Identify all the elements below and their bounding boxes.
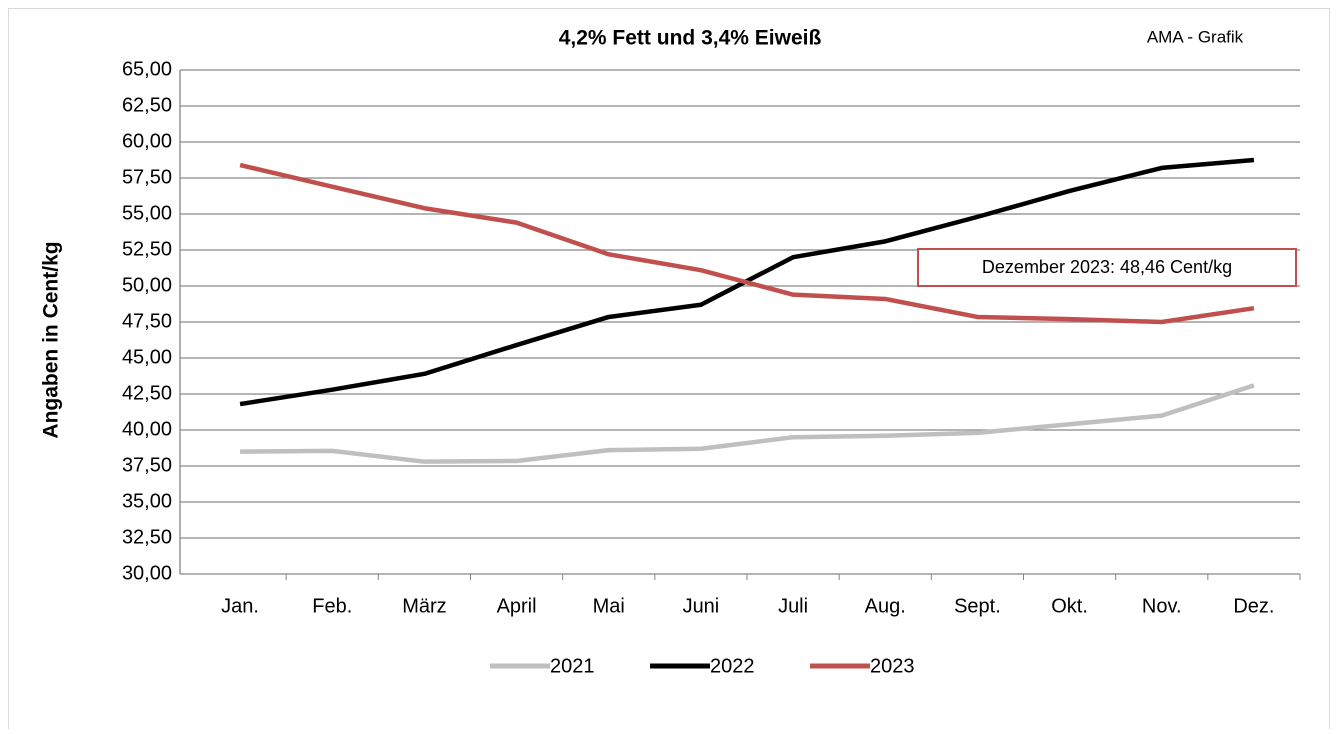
x-tick-label: Feb.	[312, 595, 352, 617]
y-tick-label: 42,50	[122, 382, 172, 404]
y-tick-label: 60,00	[122, 130, 172, 152]
x-tick-label: Sept.	[954, 595, 1001, 617]
chart-title: 4,2% Fett und 3,4% Eiweiß	[559, 27, 822, 50]
x-tick-label: Juli	[778, 595, 808, 617]
y-tick-label: 57,50	[122, 166, 172, 188]
y-tick-label: 35,00	[122, 490, 172, 512]
legend-label: 2023	[870, 655, 915, 677]
source-label: AMA - Grafik	[1147, 27, 1244, 46]
legend-label: 2021	[550, 655, 595, 677]
y-axis-label: Angaben in Cent/kg	[40, 241, 63, 438]
y-tick-label: 37,50	[122, 454, 172, 476]
y-tick-label: 50,00	[122, 274, 172, 296]
x-tick-label: Aug.	[865, 595, 906, 617]
y-tick-label: 55,00	[122, 202, 172, 224]
x-tick-label: April	[497, 595, 537, 617]
y-tick-label: 30,00	[122, 562, 172, 584]
series-line	[240, 383, 1255, 464]
chart-frame	[8, 8, 1330, 734]
x-tick-label: Juni	[683, 595, 720, 617]
x-tick-label: März	[402, 595, 446, 617]
y-tick-label: 32,50	[122, 526, 172, 548]
x-tick-label: Jan.	[221, 595, 259, 617]
y-tick-label: 40,00	[122, 418, 172, 440]
series-line	[239, 162, 1255, 325]
legend-label: 2022	[710, 655, 755, 677]
y-tick-label: 47,50	[122, 310, 172, 332]
y-tick-label: 65,00	[122, 58, 172, 80]
y-tick-label: 45,00	[122, 346, 172, 368]
y-tick-label: 52,50	[122, 238, 172, 260]
y-tick-label: 62,50	[122, 94, 172, 116]
annotation: Dezember 2023: 48,46 Cent/kg	[982, 257, 1232, 277]
x-tick-label: Dez.	[1233, 595, 1274, 617]
x-tick-label: Nov.	[1142, 595, 1182, 617]
x-tick-label: Mai	[593, 595, 625, 617]
annotation-box	[917, 248, 1297, 287]
x-tick-label: Okt.	[1051, 595, 1088, 617]
